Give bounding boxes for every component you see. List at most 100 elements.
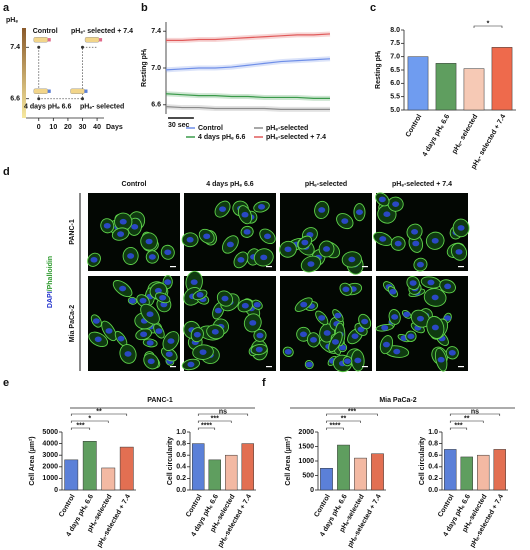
y-tick-label: 7.0	[390, 54, 400, 61]
x-tick-label: pHₑ-selected + 7.4	[96, 493, 132, 549]
nucleus	[284, 348, 292, 355]
legend-label: pHₑ-selected	[266, 125, 308, 132]
nucleus	[431, 324, 439, 331]
nucleus	[155, 328, 163, 334]
nucleus	[457, 225, 465, 231]
line	[166, 33, 331, 41]
nucleus	[331, 339, 339, 345]
schematic-label: 4 days pHₑ 6.6	[24, 104, 71, 111]
nucleus	[186, 236, 194, 243]
y-tick-label: 7.5	[390, 40, 400, 47]
row-label: Mia PaCa-2	[69, 305, 76, 342]
stain-name: /Phalloidin	[47, 256, 54, 291]
panel-label: a	[3, 2, 10, 14]
schematic-label: pHₑ- selected + 7.4	[71, 28, 133, 35]
nucleus	[299, 331, 307, 338]
nucleus	[226, 241, 234, 248]
nucleus	[94, 336, 102, 343]
legend-label: pHₑ-selected + 7.4	[266, 134, 326, 141]
bar	[435, 63, 457, 111]
x-tick-label: Control	[313, 493, 332, 518]
significance-label: **	[464, 415, 470, 422]
x-axis-label: Days	[106, 124, 123, 131]
scale-bar	[266, 366, 272, 368]
y-tick-label: 5.5	[390, 94, 400, 101]
significance-label: ns	[219, 408, 227, 415]
x-tick-label: Control	[405, 113, 424, 138]
significance-bracket	[70, 420, 109, 423]
cells	[282, 282, 372, 373]
nucleus	[394, 240, 402, 247]
x-tick-label: 0	[37, 124, 41, 131]
nucleus	[392, 201, 400, 207]
cells	[373, 192, 470, 272]
bar	[241, 443, 254, 491]
flask	[33, 37, 48, 43]
cells	[375, 276, 459, 372]
significance-bracket	[449, 420, 484, 423]
nucleus	[193, 331, 201, 338]
y-tick-label: 0.8	[428, 440, 438, 447]
nucleus	[318, 207, 326, 213]
nucleus	[124, 351, 132, 357]
nucleus	[117, 335, 125, 342]
bar	[460, 456, 473, 491]
y-tick-label: 6.6	[10, 96, 20, 103]
bar	[337, 444, 350, 491]
flask-cap	[47, 89, 51, 93]
nucleus	[203, 233, 211, 240]
y-tick-label: 6.5	[390, 67, 400, 74]
nucleus	[403, 311, 411, 318]
nucleus	[260, 254, 268, 261]
nucleus	[139, 297, 147, 304]
nucleus	[318, 315, 326, 321]
cells	[279, 200, 366, 275]
x-tick-label: pHₑ-selected + 7.4	[347, 493, 383, 549]
nucleus	[348, 256, 356, 263]
legend-label: Control	[198, 125, 223, 132]
line	[165, 106, 330, 110]
nucleus	[437, 356, 445, 363]
nucleus	[310, 337, 318, 343]
significance-label: ***	[76, 422, 84, 429]
nucleus	[258, 204, 266, 210]
y-tick-label: 0.0	[428, 487, 438, 494]
nucleus	[256, 332, 264, 339]
y-tick-label: 6.0	[390, 80, 400, 87]
y-tick-label: 5.0	[390, 107, 400, 114]
nucleus	[444, 283, 452, 290]
y-tick-label: 0.2	[428, 475, 438, 482]
significance-bracket	[197, 420, 232, 423]
nucleus	[412, 240, 420, 247]
nucleus	[119, 218, 127, 225]
nucleus	[241, 211, 249, 218]
nucleus	[323, 330, 331, 336]
bar	[491, 47, 513, 111]
y-tick-label: 0.6	[176, 452, 186, 459]
schematic-label: Control	[33, 28, 58, 35]
significance-label: ***	[211, 415, 219, 422]
nucleus	[391, 314, 399, 320]
significance-bracket	[326, 413, 378, 416]
line	[165, 93, 330, 99]
x-tick-label: 30	[79, 124, 87, 131]
group-title: PANC-1	[147, 397, 173, 404]
x-tick-label: 10	[49, 124, 57, 131]
y-axis-label: Resting pHᵢ	[141, 49, 148, 87]
column-header: Control	[122, 181, 147, 188]
nucleus	[145, 238, 153, 245]
significance-label: ****	[201, 422, 212, 429]
flask	[84, 37, 100, 43]
bar	[101, 467, 116, 491]
nucleus	[214, 307, 222, 314]
cells	[181, 200, 276, 269]
nucleus	[389, 288, 397, 295]
y-tick-label: 0.4	[428, 464, 438, 471]
bar	[192, 443, 205, 491]
significance-bracket	[326, 427, 344, 430]
nucleus	[407, 333, 415, 340]
timeline	[38, 46, 98, 100]
nucleus	[159, 294, 167, 301]
nucleus	[92, 318, 100, 324]
significance-label: ***	[348, 408, 356, 415]
